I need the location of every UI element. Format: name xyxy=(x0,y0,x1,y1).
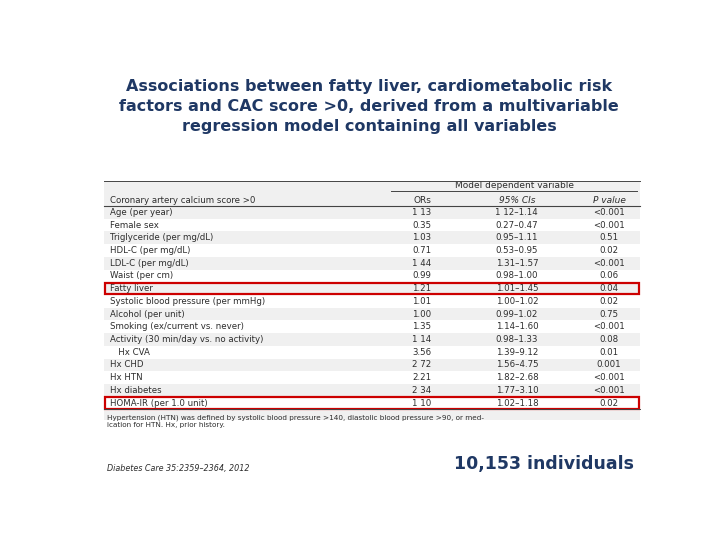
Text: 1.21: 1.21 xyxy=(413,284,431,293)
Text: <0.001: <0.001 xyxy=(593,386,625,395)
Text: 3.56: 3.56 xyxy=(413,348,431,357)
Text: Hx diabetes: Hx diabetes xyxy=(109,386,161,395)
Text: <0.001: <0.001 xyxy=(593,221,625,230)
Text: 0.27–0.47: 0.27–0.47 xyxy=(495,221,538,230)
Bar xyxy=(104,372,639,384)
Text: 95% CIs: 95% CIs xyxy=(499,196,535,205)
Text: 1.00: 1.00 xyxy=(413,309,431,319)
Text: 0.51: 0.51 xyxy=(599,233,618,242)
Text: 1.77–3.10: 1.77–3.10 xyxy=(495,386,538,395)
Text: 0.99–1.02: 0.99–1.02 xyxy=(495,309,538,319)
Text: Age (per year): Age (per year) xyxy=(109,208,172,217)
Text: Diabetes Care 35:2359–2364, 2012: Diabetes Care 35:2359–2364, 2012 xyxy=(107,464,249,473)
Text: 0.06: 0.06 xyxy=(599,272,618,280)
Text: Hypertension (HTN) was defined by systolic blood pressure >140, diastolic blood : Hypertension (HTN) was defined by systol… xyxy=(107,415,484,428)
Text: LDL-C (per mg/dL): LDL-C (per mg/dL) xyxy=(109,259,188,268)
Text: <0.001: <0.001 xyxy=(593,259,625,268)
Text: Associations between fatty liver, cardiometabolic risk
factors and CAC score >0,: Associations between fatty liver, cardio… xyxy=(119,79,619,134)
Text: 0.04: 0.04 xyxy=(599,284,618,293)
Text: Activity (30 min/day vs. no activity): Activity (30 min/day vs. no activity) xyxy=(109,335,263,344)
Text: Hx CHD: Hx CHD xyxy=(109,361,143,369)
Text: 1.39–9.12: 1.39–9.12 xyxy=(495,348,538,357)
Text: 0.08: 0.08 xyxy=(599,335,618,344)
Text: HDL-C (per mg/dL): HDL-C (per mg/dL) xyxy=(109,246,190,255)
Text: Waist (per cm): Waist (per cm) xyxy=(109,272,173,280)
Text: HOMA-IR (per 1.0 unit): HOMA-IR (per 1.0 unit) xyxy=(109,399,207,408)
Text: 2.21: 2.21 xyxy=(413,373,431,382)
Bar xyxy=(104,346,639,359)
Text: P value: P value xyxy=(593,196,626,205)
Text: 0.01: 0.01 xyxy=(599,348,618,357)
Text: 1.00–1.02: 1.00–1.02 xyxy=(495,297,538,306)
Text: Model dependent variable: Model dependent variable xyxy=(454,181,574,190)
Bar xyxy=(105,283,639,294)
Bar xyxy=(104,320,639,333)
Bar xyxy=(104,269,639,282)
Text: Systolic blood pressure (per mmHg): Systolic blood pressure (per mmHg) xyxy=(109,297,265,306)
Text: Hx CVA: Hx CVA xyxy=(109,348,150,357)
Bar xyxy=(105,397,639,409)
Bar xyxy=(104,219,639,232)
Text: 0.35: 0.35 xyxy=(413,221,431,230)
Text: Hx HTN: Hx HTN xyxy=(109,373,142,382)
Text: 1.01–1.45: 1.01–1.45 xyxy=(495,284,538,293)
Text: 1 14: 1 14 xyxy=(413,335,431,344)
Text: 0.98–1.33: 0.98–1.33 xyxy=(495,335,538,344)
Text: 0.53–0.95: 0.53–0.95 xyxy=(495,246,538,255)
Text: 1.03: 1.03 xyxy=(413,233,431,242)
Text: 0.02: 0.02 xyxy=(599,246,618,255)
Text: 1 10: 1 10 xyxy=(413,399,431,408)
Text: 0.02: 0.02 xyxy=(599,297,618,306)
Text: ORs: ORs xyxy=(413,196,431,205)
Text: Triglyceride (per mg/dL): Triglyceride (per mg/dL) xyxy=(109,233,213,242)
Bar xyxy=(104,244,639,257)
Text: Fatty liver: Fatty liver xyxy=(109,284,153,293)
Text: 1.31–1.57: 1.31–1.57 xyxy=(495,259,538,268)
Text: 1 12–1.14: 1 12–1.14 xyxy=(495,208,539,217)
Bar xyxy=(104,295,639,308)
Text: 0.75: 0.75 xyxy=(599,309,618,319)
Text: 2 34: 2 34 xyxy=(413,386,431,395)
Text: 10,153 individuals: 10,153 individuals xyxy=(454,455,634,473)
Text: 1 44: 1 44 xyxy=(413,259,431,268)
Text: 1.56–4.75: 1.56–4.75 xyxy=(495,361,538,369)
Text: Coronary artery calcium score >0: Coronary artery calcium score >0 xyxy=(109,196,255,205)
Text: 1.35: 1.35 xyxy=(413,322,431,332)
Text: 0.02: 0.02 xyxy=(599,399,618,408)
Text: <0.001: <0.001 xyxy=(593,208,625,217)
Text: 1 13: 1 13 xyxy=(413,208,431,217)
Text: Alcohol (per unit): Alcohol (per unit) xyxy=(109,309,184,319)
Text: 0.001: 0.001 xyxy=(597,361,621,369)
Bar xyxy=(104,397,639,409)
Text: 2 72: 2 72 xyxy=(413,361,431,369)
Text: 0.98–1.00: 0.98–1.00 xyxy=(495,272,538,280)
Text: Smoking (ex/current vs. never): Smoking (ex/current vs. never) xyxy=(109,322,243,332)
Text: <0.001: <0.001 xyxy=(593,373,625,382)
Text: 1.82–2.68: 1.82–2.68 xyxy=(495,373,538,382)
Text: 0.99: 0.99 xyxy=(413,272,431,280)
Text: 1.02–1.18: 1.02–1.18 xyxy=(495,399,538,408)
Text: Female sex: Female sex xyxy=(109,221,158,230)
Text: 0.71: 0.71 xyxy=(413,246,431,255)
Text: 1.01: 1.01 xyxy=(413,297,431,306)
Text: 0.95–1.11: 0.95–1.11 xyxy=(495,233,538,242)
Text: <0.001: <0.001 xyxy=(593,322,625,332)
Text: 1.14–1.60: 1.14–1.60 xyxy=(495,322,538,332)
